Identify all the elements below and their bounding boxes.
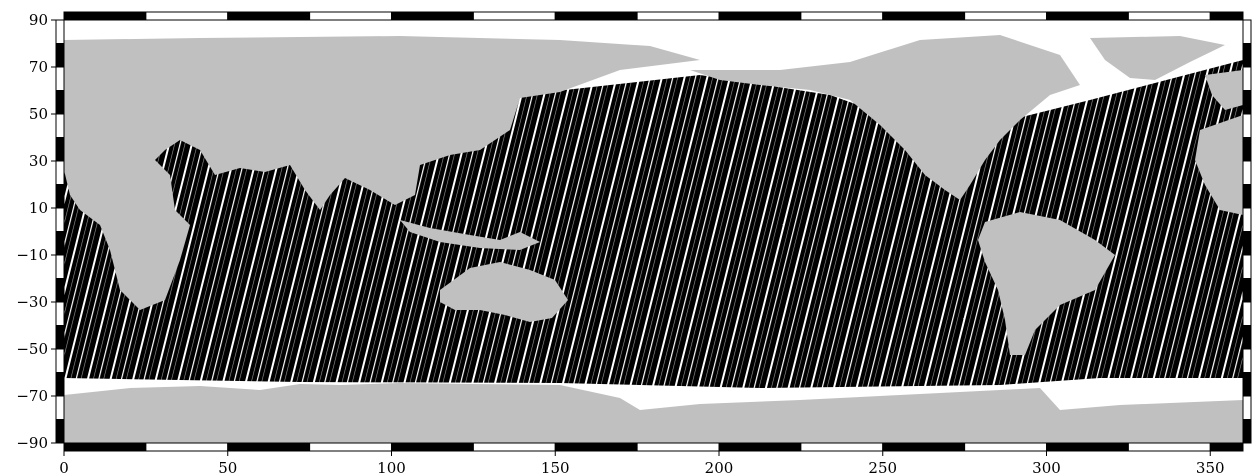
indonesia <box>400 220 540 250</box>
frame-check-horizontal <box>145 11 229 21</box>
frame-check-vertical <box>55 160 65 185</box>
frame-check-horizontal <box>1046 442 1129 452</box>
frame-check-horizontal <box>1209 11 1244 21</box>
y-tick-label: −30 <box>16 293 48 311</box>
x-tick-label: 0 <box>59 459 69 475</box>
frame-check-vertical <box>1242 325 1252 350</box>
x-tick-label: 200 <box>705 459 734 475</box>
africa-east-edge <box>1195 115 1243 215</box>
frame-check-vertical <box>55 231 65 256</box>
x-tick-label: 100 <box>377 459 406 475</box>
frame-check-horizontal <box>718 442 802 452</box>
frame-check-horizontal <box>63 442 147 452</box>
y-tick-label: 50 <box>29 105 48 123</box>
frame-check-horizontal <box>964 11 1047 21</box>
frame-check-vertical <box>55 348 65 373</box>
frame-check-horizontal <box>309 11 392 21</box>
y-tick-label: 30 <box>29 152 48 170</box>
frame-check-horizontal <box>800 11 884 21</box>
y-tick-label: −10 <box>16 246 48 264</box>
frame-check-horizontal <box>882 11 966 21</box>
frame-check-horizontal <box>472 442 556 452</box>
frame-check-vertical <box>1242 254 1252 279</box>
frame-check-vertical <box>55 254 65 279</box>
antarctica <box>64 383 1243 443</box>
frame-check-vertical <box>55 278 65 303</box>
frame-check-vertical <box>55 19 65 44</box>
frame-check-vertical <box>55 137 65 162</box>
frame-check-horizontal <box>636 11 720 21</box>
frame-check-vertical <box>55 372 65 397</box>
frame-check-horizontal <box>1046 11 1129 21</box>
frame-check-vertical <box>55 325 65 350</box>
frame-check-vertical <box>1242 372 1252 397</box>
frame-check-horizontal <box>636 442 720 452</box>
frame-check-vertical <box>1242 348 1252 373</box>
y-tick-label: 10 <box>29 199 48 217</box>
y-tick-label: −70 <box>16 387 48 405</box>
south-america <box>978 212 1115 355</box>
frame-check-vertical <box>55 301 65 326</box>
frame-check-vertical <box>55 184 65 209</box>
frame-check-horizontal <box>554 11 638 21</box>
frame-check-vertical <box>1242 160 1252 185</box>
frame-check-vertical <box>1242 113 1252 138</box>
frame-check-horizontal <box>472 11 556 21</box>
frame-check-vertical <box>1242 19 1252 44</box>
frame-check-vertical <box>55 419 65 444</box>
frame-check-horizontal <box>964 442 1047 452</box>
frame-check-vertical <box>1242 278 1252 303</box>
frame-check-horizontal <box>1127 442 1211 452</box>
y-tick-label: 70 <box>29 58 48 76</box>
x-tick-label: 300 <box>1032 459 1061 475</box>
y-tick-label: −90 <box>16 434 48 452</box>
frame-check-vertical <box>1242 184 1252 209</box>
frame-check-vertical <box>55 43 65 68</box>
frame-check-horizontal <box>1209 442 1244 452</box>
axis-labels: 0 50 100 150 200 250 300 350 90 70 50 30 10 −10 −30 −50… <box>16 11 1224 475</box>
north-america <box>690 35 1080 200</box>
frame-check-vertical <box>55 90 65 115</box>
frame-check-horizontal <box>145 442 229 452</box>
x-tick-label: 350 <box>1196 459 1225 475</box>
frame-check-horizontal <box>1127 11 1211 21</box>
frame-check-horizontal <box>391 442 474 452</box>
greenland <box>1090 36 1225 80</box>
frame-check-vertical <box>1242 90 1252 115</box>
frame-check-horizontal <box>63 11 147 21</box>
frame-check-vertical <box>1242 43 1252 68</box>
australia <box>440 262 568 322</box>
frame-check-horizontal <box>227 11 311 21</box>
frame-check-horizontal <box>309 442 392 452</box>
frame-check-vertical <box>55 66 65 91</box>
frame-check-horizontal <box>227 442 311 452</box>
ocean-tracks <box>64 60 1243 388</box>
frame-check-vertical <box>1242 66 1252 91</box>
map-body <box>64 20 1243 443</box>
frame-check-vertical <box>1242 419 1252 444</box>
frame-check-vertical <box>1242 395 1252 420</box>
frame-check-vertical <box>55 207 65 232</box>
frame-check-vertical <box>1242 301 1252 326</box>
checkerboard-frame <box>55 11 1252 452</box>
europe-edge <box>1205 70 1243 110</box>
frame-check-vertical <box>1242 231 1252 256</box>
frame-check-horizontal <box>391 11 474 21</box>
eurasia-africa <box>64 36 700 310</box>
frame-check-horizontal <box>554 442 638 452</box>
frame-check-vertical <box>1242 207 1252 232</box>
frame-check-vertical <box>55 113 65 138</box>
x-tick-label: 50 <box>218 459 237 475</box>
y-tick-label: −50 <box>16 340 48 358</box>
frame-check-horizontal <box>800 442 884 452</box>
x-tick-label: 150 <box>541 459 570 475</box>
x-tick-label: 250 <box>868 459 897 475</box>
frame-check-horizontal <box>882 442 966 452</box>
frame-check-vertical <box>55 395 65 420</box>
frame-check-horizontal <box>718 11 802 21</box>
frame-check-vertical <box>1242 137 1252 162</box>
y-tick-label: 90 <box>29 11 48 29</box>
